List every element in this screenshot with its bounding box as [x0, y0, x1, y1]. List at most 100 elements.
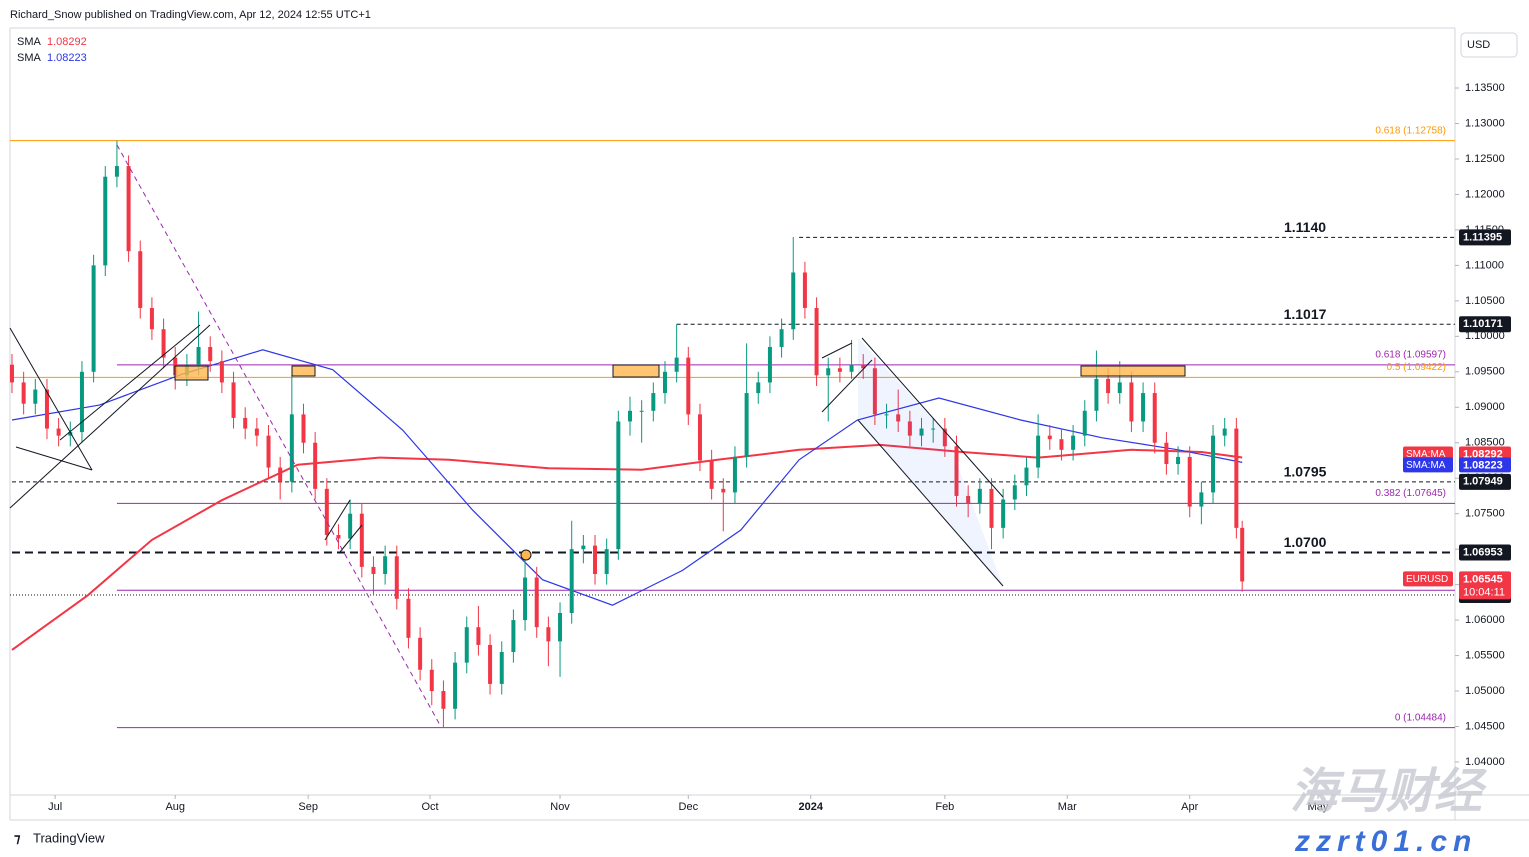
candle-body: [56, 428, 61, 436]
price-level-value: 1.10171: [1463, 318, 1503, 330]
candle-body: [558, 612, 563, 642]
x-tick-label: Oct: [421, 801, 438, 813]
price-level-box: [1459, 473, 1511, 490]
y-tick-label: 1.13500: [1465, 82, 1505, 94]
candle-body: [79, 371, 84, 433]
currency: USD: [1467, 39, 1490, 51]
y-tick-label: 1.10500: [1465, 295, 1505, 307]
y-tick-label: 1.09500: [1465, 366, 1505, 378]
candle-body: [966, 495, 971, 504]
candle-body: [767, 346, 772, 383]
candle-body: [1024, 467, 1029, 486]
candle-body: [33, 389, 38, 404]
zone-box: [612, 364, 660, 378]
y-tick-label: 1.06000: [1465, 614, 1505, 626]
candle-body: [732, 456, 737, 493]
candle-body: [523, 577, 528, 621]
price-level-box: [1459, 316, 1511, 333]
candle-body: [336, 534, 341, 539]
price-level-label: 1.1017: [1284, 306, 1327, 322]
candle-body: [581, 545, 586, 550]
candle-body: [266, 435, 271, 468]
candle-body: [639, 410, 644, 412]
y-tick-label: 1.09000: [1465, 401, 1505, 413]
price-level-value: 1.11395: [1463, 231, 1502, 243]
candle-body: [1234, 428, 1239, 528]
x-tick-label: Dec: [679, 801, 699, 813]
candle-body: [394, 556, 399, 599]
price-level-label: 1.0795: [1284, 464, 1327, 480]
fib-label: 0.618 (1.09597): [1375, 350, 1446, 361]
y-tick-label: 1.10000: [1465, 330, 1505, 342]
candle-body: [441, 691, 446, 709]
trendline: [15, 446, 93, 471]
sma-line: [11, 443, 1243, 651]
candle-body: [406, 598, 411, 638]
trendline: [324, 499, 351, 541]
axis-value: 1.08223: [1463, 459, 1503, 471]
logo-icon: ⁊: [14, 830, 21, 845]
zone-box: [291, 365, 316, 377]
candle-body: [44, 389, 49, 429]
fib-label: 0.5 (1.09422): [1387, 362, 1447, 373]
trendline: [9, 324, 211, 509]
trendline: [339, 524, 363, 553]
legend-name: SMA: [17, 52, 42, 64]
candle-body: [697, 414, 702, 461]
candle-body: [254, 428, 259, 436]
y-tick-label: 1.12500: [1465, 153, 1505, 165]
candle-body: [9, 364, 14, 383]
candle-body: [628, 410, 633, 422]
candle-body: [662, 371, 667, 394]
candle-body: [1106, 378, 1111, 394]
candle-body: [686, 357, 691, 415]
candle-body: [1164, 442, 1169, 465]
candle-body: [301, 414, 306, 443]
trendline: [9, 327, 93, 471]
candle-body: [884, 414, 889, 416]
candle-body: [324, 488, 329, 535]
candle-body: [674, 357, 679, 372]
overlay: 1.135001.130001.125001.120001.115001.110…: [17, 36, 1511, 813]
y-tick-label: 1.05000: [1465, 685, 1505, 697]
fib-label: 0.382 (1.07645): [1375, 488, 1446, 499]
x-tick-label: Jul: [48, 801, 62, 813]
candle-body: [278, 467, 283, 482]
candle-body: [907, 421, 912, 436]
y-tick-label: 1.08500: [1465, 437, 1505, 449]
candle-body: [208, 346, 213, 362]
candle-body: [534, 577, 539, 628]
channel-fill: [858, 338, 1003, 586]
price-level-box: [1459, 229, 1511, 246]
candle-body: [977, 488, 982, 504]
candle-body: [1187, 456, 1192, 507]
candle-body: [942, 428, 947, 447]
axis-value-box: [1459, 457, 1511, 473]
candle-body: [896, 414, 901, 422]
candle-body: [1059, 439, 1064, 450]
countdown: 10:04:11: [1463, 586, 1505, 598]
candle-body: [359, 513, 364, 567]
candle-body: [1047, 435, 1052, 440]
candle-body: [243, 417, 248, 429]
candle-body: [849, 364, 854, 372]
candle-body: [814, 307, 819, 376]
zone-box: [1080, 365, 1186, 377]
candle-body: [1211, 435, 1216, 493]
candle-body: [68, 432, 73, 436]
candle-body: [826, 368, 831, 376]
candle-body: [196, 346, 201, 365]
fib-label: 0.618 (1.12758): [1375, 125, 1446, 136]
candle-body: [499, 652, 504, 684]
candle-body: [837, 368, 842, 372]
currency-box[interactable]: [1460, 32, 1518, 58]
candle-body: [616, 421, 621, 550]
candle-body: [1012, 485, 1017, 500]
trendline: [821, 342, 853, 359]
candle-body: [476, 627, 481, 645]
candle-body: [1129, 382, 1134, 422]
candle-body: [1082, 410, 1087, 436]
symbol-tag: EURUSD: [1406, 574, 1448, 585]
candle-body: [91, 265, 96, 372]
candle-body: [453, 662, 458, 709]
